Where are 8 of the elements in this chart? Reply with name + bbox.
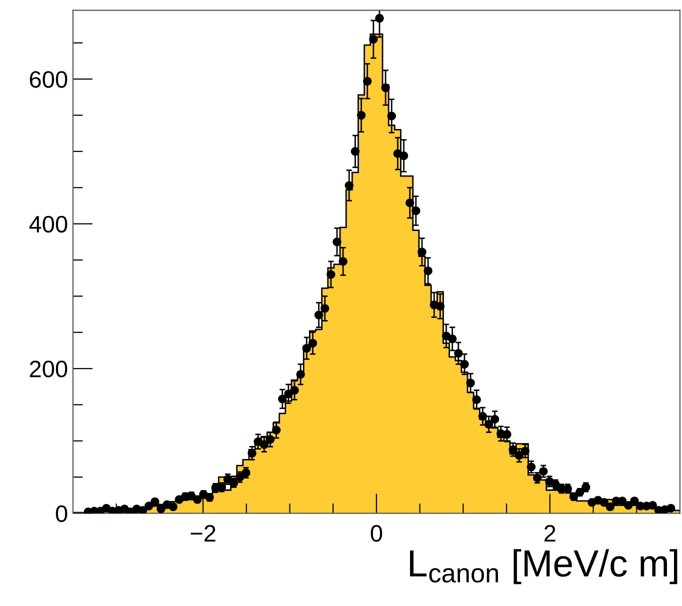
y-tick-label: 400 — [29, 216, 68, 233]
y-tick-label: 200 — [30, 360, 68, 378]
x-tick-label: 0 — [370, 525, 382, 542]
x-axis-title: L$_{canon}$ [MeV/c m] — [410, 549, 678, 584]
x-tick-label: −2 — [190, 525, 216, 542]
y-tick-label: 600 — [30, 71, 68, 88]
y-tick-label: 0 — [56, 505, 68, 522]
x-tick-label: 2 — [544, 525, 556, 542]
